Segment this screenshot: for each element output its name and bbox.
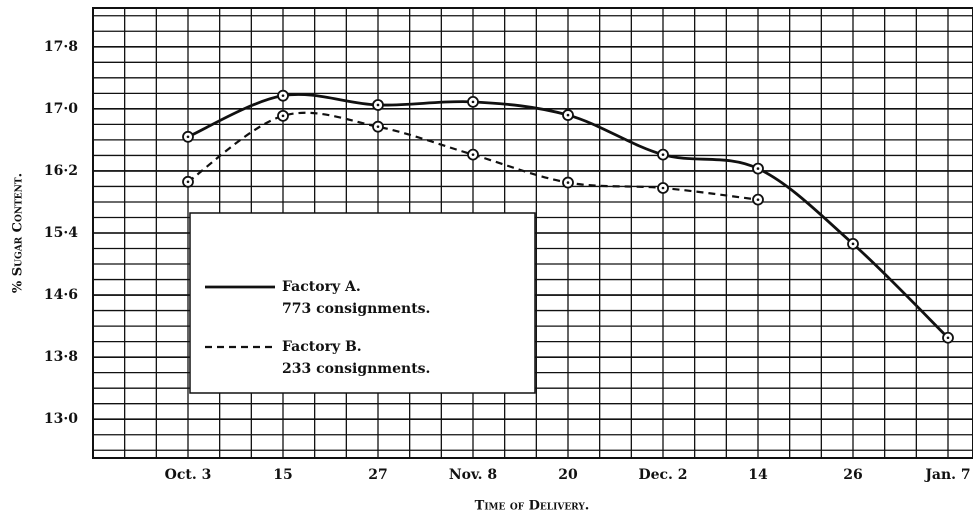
point-dot (756, 167, 760, 170)
y-tick-label: 17·0 (44, 101, 78, 117)
point-dot (756, 198, 760, 201)
point-dot (661, 153, 665, 156)
x-tick-label: 20 (558, 467, 578, 483)
x-tick-label: Oct. 3 (165, 467, 212, 483)
y-axis-label: % Sugar Content. (11, 173, 26, 293)
point-dot (471, 100, 475, 104)
legend-label: Factory B. (282, 339, 362, 355)
y-tick-label: 16·2 (44, 163, 78, 179)
point-dot (946, 336, 950, 340)
y-tick-label: 17·8 (44, 39, 78, 55)
series-line (187, 93, 949, 339)
x-tick-label: 26 (843, 467, 862, 483)
x-tick-label: 27 (368, 467, 387, 483)
y-tick-label: 14·6 (44, 287, 78, 303)
point-dot (661, 186, 665, 190)
legend-label: Factory A. (282, 279, 361, 295)
point-dot (376, 125, 380, 129)
point-dot (186, 135, 190, 139)
point-dot (281, 114, 285, 118)
point-dot (186, 180, 190, 184)
legend-description: 233 consignments. (282, 361, 430, 377)
x-axis-label: Time of Delivery. (475, 499, 590, 514)
point-dot (471, 153, 475, 156)
x-tick-label: 15 (273, 467, 292, 483)
point-dot (376, 103, 380, 107)
x-tick-label: 14 (748, 467, 768, 483)
y-tick-label: 13·0 (44, 411, 78, 427)
y-tick-label: 15·4 (44, 225, 78, 241)
legend-box (189, 212, 536, 394)
y-tick-label: 13·8 (44, 349, 78, 365)
x-tick-label: Dec. 2 (638, 467, 687, 483)
x-tick-label: Jan. 7 (923, 467, 970, 483)
x-tick-label: Nov. 8 (449, 467, 497, 483)
legend-description: 773 consignments. (282, 301, 430, 317)
point-dot (851, 242, 855, 246)
point-dot (566, 181, 570, 184)
point-dot (281, 94, 285, 97)
point-dot (566, 113, 570, 117)
